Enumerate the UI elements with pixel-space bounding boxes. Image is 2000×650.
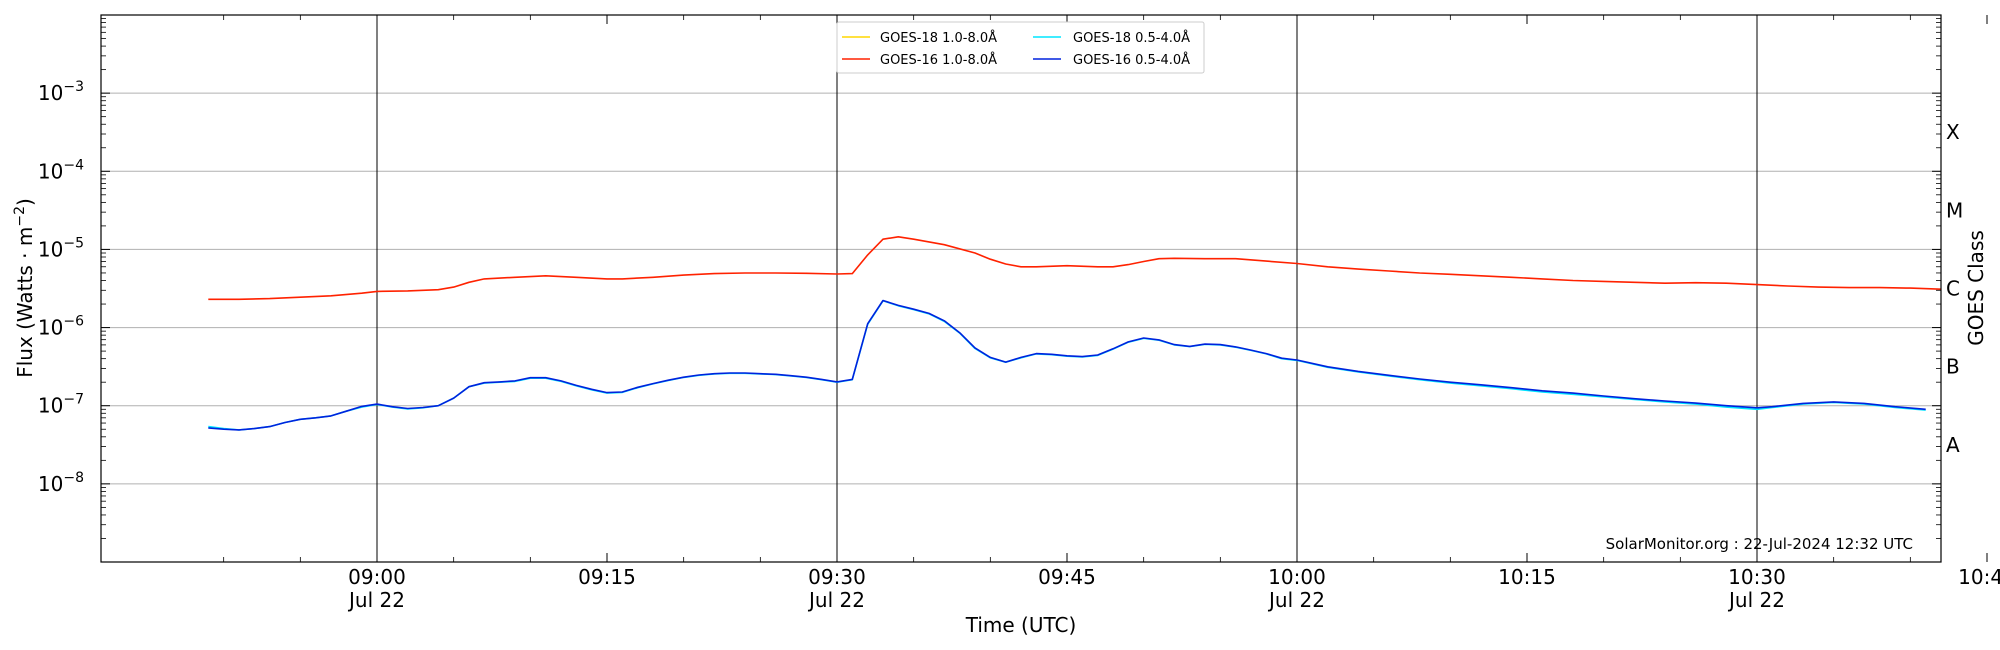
legend: GOES-18 1.0-8.0Å GOES-16 1.0-8.0Å GOES-1… bbox=[836, 21, 1205, 74]
x-tick-time-7: 10:45 bbox=[1958, 565, 2000, 589]
axis-ticks bbox=[101, 15, 1988, 562]
y-tick-label-base-3: 10 bbox=[38, 237, 63, 261]
source-annotation: SolarMonitor.org : 22-Jul-2024 12:32 UTC bbox=[1606, 535, 1913, 553]
y-tick-label-exponent-1: −7 bbox=[63, 392, 84, 408]
day-marker-lines bbox=[376, 15, 1758, 562]
gridlines bbox=[101, 92, 1941, 485]
x-axis-label: Time (UTC) bbox=[965, 613, 1077, 637]
x-tick-time-1: 09:15 bbox=[578, 565, 636, 589]
y-axis-label-main: Flux (Watts · m bbox=[13, 227, 37, 378]
x-tick-time-6: 10:30 bbox=[1728, 565, 1786, 589]
y-tick-label-base-1: 10 bbox=[38, 394, 63, 418]
y-tick-label-exponent-4: −4 bbox=[63, 157, 84, 173]
y-tick-label-exponent-0: −8 bbox=[63, 470, 84, 486]
goes-class-label-x: X bbox=[1946, 120, 1960, 144]
goes-class-label-c: C bbox=[1946, 277, 1960, 301]
y-axis-label: Flux (Watts · m−2) bbox=[12, 198, 37, 378]
right-axis-label: GOES Class bbox=[1964, 230, 1988, 346]
x-tick-time-3: 09:45 bbox=[1038, 565, 1096, 589]
y-tick-label-base-0: 10 bbox=[38, 472, 63, 496]
x-tick-date-6: Jul 22 bbox=[1727, 588, 1785, 612]
y-axis-label-exponent: −2 bbox=[12, 206, 28, 227]
x-tick-date-4: Jul 22 bbox=[1267, 588, 1325, 612]
y-tick-label-exponent-2: −6 bbox=[63, 314, 84, 330]
y-tick-label-4: 10−4 bbox=[38, 157, 84, 183]
x-tick-time-2: 09:30 bbox=[808, 565, 866, 589]
legend-label-goes16-long: GOES-16 1.0-8.0Å bbox=[880, 52, 997, 68]
series-line-2 bbox=[208, 236, 1942, 301]
goes-class-label-m: M bbox=[1946, 198, 1963, 222]
y-tick-label-3: 10−5 bbox=[38, 235, 84, 261]
x-tick-time-4: 10:00 bbox=[1268, 565, 1326, 589]
x-tick-date-0: Jul 22 bbox=[347, 588, 405, 612]
y-tick-label-exponent-5: −3 bbox=[63, 79, 84, 95]
legend-box bbox=[836, 21, 1205, 74]
y-tick-label-base-4: 10 bbox=[38, 159, 63, 183]
legend-label-goes18-short: GOES-18 0.5-4.0Å bbox=[1073, 30, 1190, 46]
x-tick-time-5: 10:15 bbox=[1498, 565, 1556, 589]
legend-label-goes18-long: GOES-18 1.0-8.0Å bbox=[880, 30, 997, 46]
y-axis-label-close: ) bbox=[13, 198, 37, 206]
x-tick-date-2: Jul 22 bbox=[807, 588, 865, 612]
y-tick-label-0: 10−8 bbox=[38, 470, 84, 496]
series-line-3 bbox=[208, 299, 1926, 431]
legend-label-goes16-short: GOES-16 0.5-4.0Å bbox=[1073, 52, 1190, 68]
x-tick-time-0: 09:00 bbox=[348, 565, 406, 589]
y-tick-label-exponent-3: −5 bbox=[63, 235, 84, 251]
series-lines bbox=[208, 236, 1942, 431]
y-tick-label-base-2: 10 bbox=[38, 316, 63, 340]
plot-area-frame bbox=[100, 14, 1942, 563]
goes-class-label-b: B bbox=[1946, 355, 1960, 379]
series-line-1 bbox=[208, 299, 1926, 431]
goes-class-label-a: A bbox=[1946, 433, 1960, 457]
y-tick-label-1: 10−7 bbox=[38, 392, 84, 418]
y-tick-label-base-5: 10 bbox=[38, 81, 63, 105]
y-tick-label-5: 10−3 bbox=[38, 79, 84, 105]
y-tick-label-2: 10−6 bbox=[38, 314, 84, 340]
